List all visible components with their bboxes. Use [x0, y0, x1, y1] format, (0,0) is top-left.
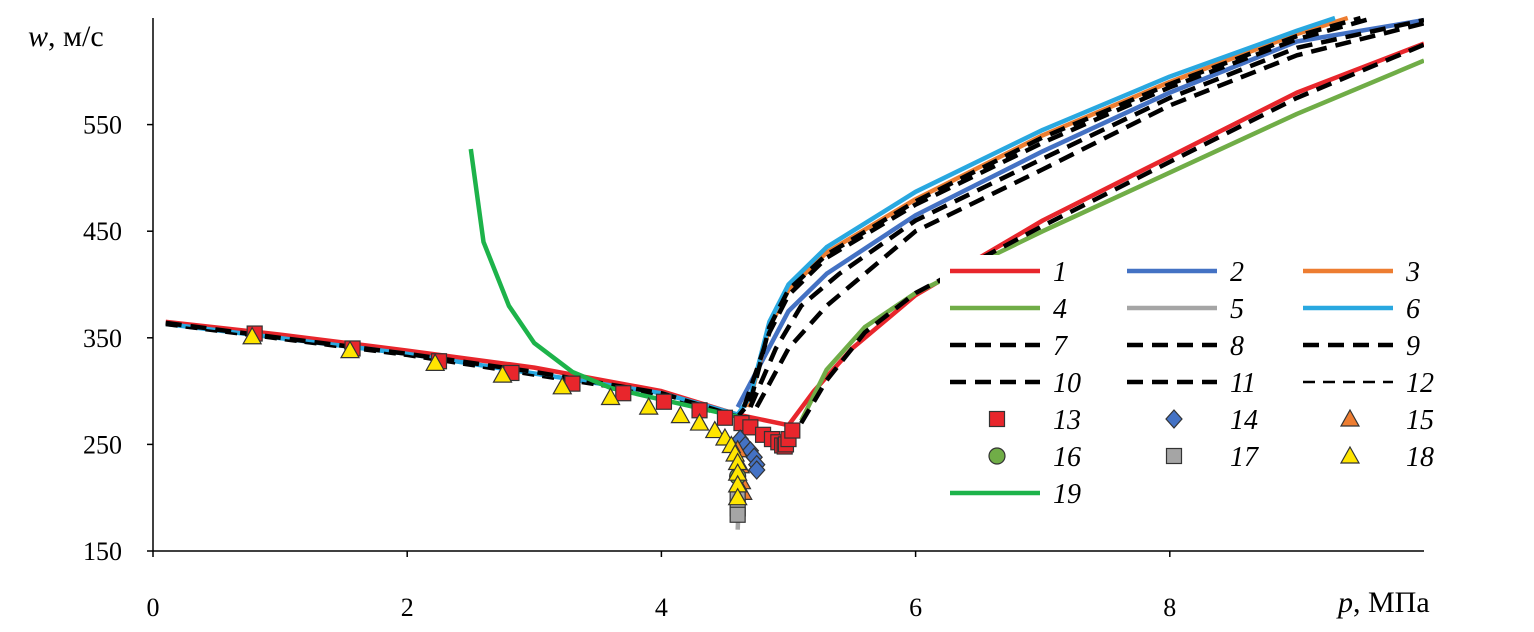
series-17-point — [729, 506, 746, 523]
y-axis-variable: w — [28, 20, 48, 53]
series-18-point — [670, 405, 691, 424]
series-9-line — [748, 17, 1424, 408]
legend-label: 18 — [1406, 442, 1434, 473]
legend-swatch-marker — [1165, 409, 1183, 429]
series-13-point — [615, 385, 632, 402]
legend-item-8: 8 — [1127, 331, 1244, 362]
legend-item-19: 19 — [950, 479, 1081, 510]
legend-item-1: 1 — [950, 257, 1067, 288]
legend-label: 17 — [1230, 442, 1259, 473]
legend-label: 6 — [1406, 294, 1420, 325]
legend-label: 16 — [1053, 442, 1081, 473]
series-18-point — [727, 487, 748, 506]
legend-item-7: 7 — [950, 331, 1068, 362]
legend-label: 3 — [1405, 257, 1420, 288]
x-tick-label: 2 — [401, 593, 414, 622]
series-18-point — [689, 412, 710, 431]
series-18-point — [242, 326, 263, 345]
x-axis-unit: , МПа — [1353, 586, 1430, 619]
y-tick-label: 250 — [83, 430, 122, 459]
series-1-line — [165, 41, 1424, 428]
series-2-line — [735, 17, 1424, 409]
legend-label: 14 — [1230, 405, 1258, 436]
series-18-point — [425, 353, 446, 371]
x-axis-title: p, МПа — [1336, 586, 1430, 619]
legend-item-13: 13 — [988, 405, 1081, 436]
axes — [152, 18, 1424, 552]
series-18-point — [600, 387, 621, 406]
legend-label: 7 — [1053, 331, 1068, 362]
legend-item-16: 16 — [988, 442, 1081, 473]
legend-swatch-marker — [988, 447, 1006, 465]
legend-item-2: 2 — [1127, 257, 1244, 288]
series-10-line — [754, 21, 1424, 409]
legend-item-4: 4 — [950, 294, 1067, 325]
legend-item-10: 10 — [950, 368, 1081, 399]
legend-item-9: 9 — [1303, 331, 1420, 362]
legend-label: 19 — [1053, 479, 1081, 510]
x-tick-label: 6 — [909, 593, 922, 622]
y-axis-title: w, м/с — [28, 20, 104, 53]
plot-markers-group — [242, 325, 801, 523]
legend-label: 4 — [1053, 294, 1067, 325]
series-18-point — [638, 396, 659, 415]
legend-label: 9 — [1406, 331, 1420, 362]
x-tick-label: 0 — [147, 593, 160, 622]
x-tick-label: 8 — [1163, 593, 1176, 622]
y-tick-label: 150 — [83, 537, 122, 566]
legend-label: 13 — [1053, 405, 1081, 436]
legend-item-18: 18 — [1339, 442, 1434, 473]
legend-background — [940, 255, 1415, 530]
legend-label: 8 — [1230, 331, 1244, 362]
plot-series-group — [165, 15, 1424, 530]
legend-label: 2 — [1230, 257, 1244, 288]
legend-label: 5 — [1230, 294, 1244, 325]
series-18-point — [552, 376, 573, 395]
legend-label: 1 — [1053, 257, 1067, 288]
legend-label: 10 — [1053, 368, 1081, 399]
legend-item-3: 3 — [1303, 257, 1420, 288]
legend-item-14: 14 — [1165, 405, 1258, 436]
series-18-point — [704, 420, 725, 439]
legend-swatch-marker — [1339, 408, 1361, 427]
series-13-point — [784, 422, 801, 439]
legend-item-12: 12 — [1303, 368, 1434, 399]
legend-item-5: 5 — [1127, 294, 1244, 325]
legend-item-6: 6 — [1303, 294, 1420, 325]
series-7-line — [165, 15, 1362, 419]
legend-swatch-marker — [988, 410, 1006, 428]
series-8-line — [741, 15, 1374, 408]
series-18-point — [339, 340, 361, 359]
legend-label: 12 — [1406, 368, 1434, 399]
series-11-line — [799, 42, 1424, 425]
legend-label: 11 — [1230, 368, 1256, 399]
x-axis-variable: p — [1336, 586, 1353, 619]
y-tick-label: 350 — [83, 324, 122, 353]
series-18-point — [492, 364, 513, 383]
y-axis-unit: , м/с — [48, 20, 104, 53]
series-14-point — [747, 460, 766, 480]
legend-swatch-marker — [1165, 447, 1183, 465]
series-19-line — [468, 148, 739, 419]
y-tick-label: 550 — [83, 111, 122, 140]
x-tick-label: 4 — [655, 593, 668, 622]
ticks-group: 0 2 4 6 8 150 250 350 450 550 — [83, 111, 1176, 622]
legend-label: 15 — [1406, 405, 1434, 436]
series-13-point — [655, 393, 673, 410]
legend-swatch-marker — [1339, 445, 1361, 464]
legend-item-17: 17 — [1165, 442, 1259, 473]
y-tick-label: 450 — [83, 217, 122, 246]
legend-item-11: 11 — [1127, 368, 1256, 399]
legend-item-15: 15 — [1339, 405, 1434, 436]
series-13-point — [716, 409, 734, 426]
